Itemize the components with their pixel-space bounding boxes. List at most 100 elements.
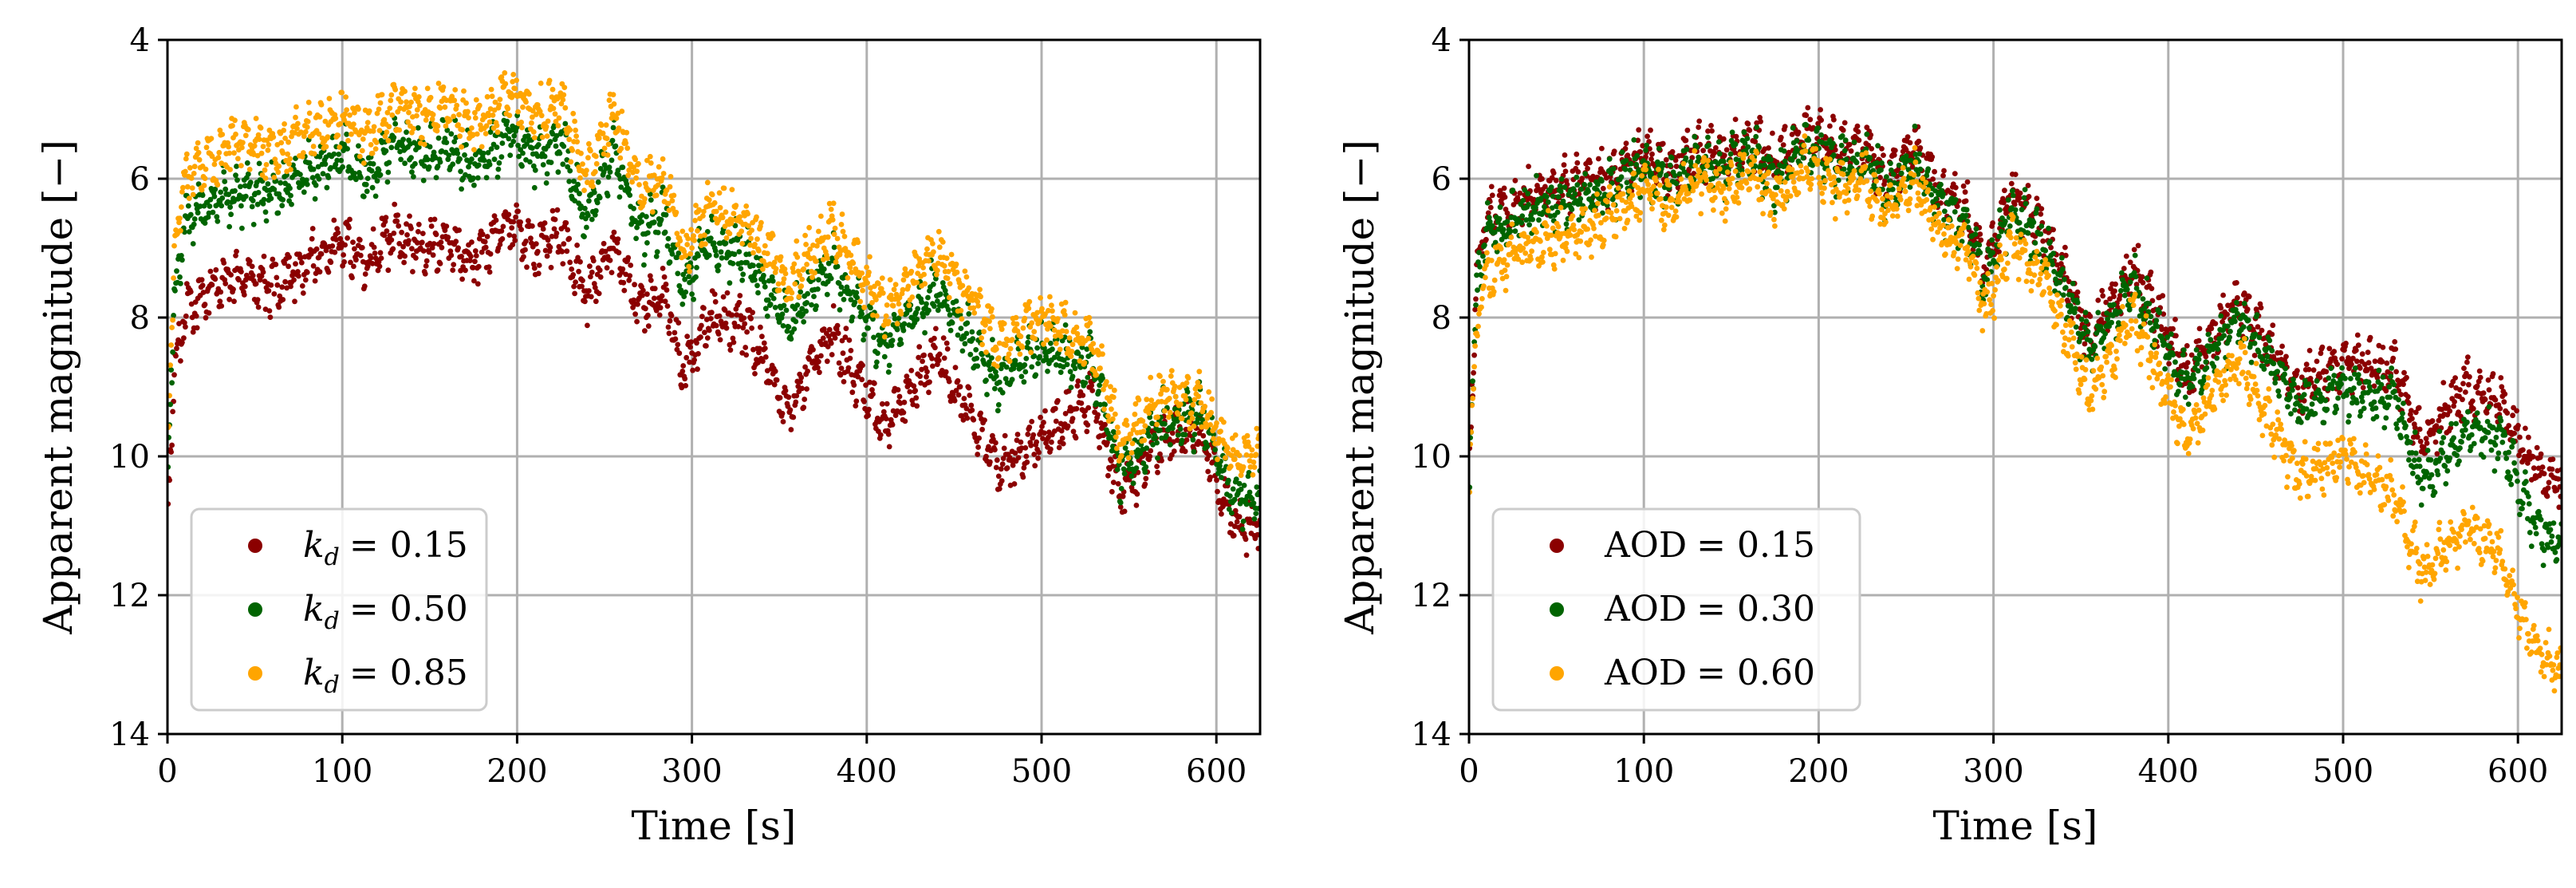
data-point — [293, 261, 298, 267]
data-point — [866, 406, 872, 412]
data-point — [396, 127, 403, 133]
data-point — [1238, 472, 1244, 479]
data-point — [656, 312, 663, 318]
data-point — [977, 330, 983, 335]
data-point — [922, 330, 928, 336]
data-point — [1209, 396, 1215, 402]
data-point — [631, 206, 636, 211]
data-point — [530, 145, 535, 152]
data-point — [1048, 323, 1054, 330]
data-point — [1110, 394, 1117, 401]
data-point — [1129, 440, 1136, 447]
data-point — [409, 169, 415, 176]
x-tick-label: 200 — [486, 753, 547, 790]
data-point — [839, 211, 845, 217]
data-point — [461, 88, 467, 94]
data-point — [1048, 340, 1054, 346]
data-point — [510, 72, 517, 77]
data-point — [556, 115, 562, 121]
data-point — [717, 337, 723, 343]
data-point — [618, 145, 624, 152]
data-point — [593, 160, 600, 167]
data-point — [483, 123, 490, 129]
data-point — [387, 105, 393, 112]
data-point — [386, 124, 392, 130]
data-point — [1067, 369, 1073, 375]
data-point — [356, 143, 361, 149]
data-point — [758, 324, 763, 330]
legend-value: = 0.15 — [349, 525, 468, 566]
data-point — [976, 435, 982, 441]
data-point — [1219, 475, 1224, 480]
data-point — [1089, 388, 1096, 393]
data-point — [316, 131, 322, 137]
data-point — [642, 328, 648, 334]
data-point — [171, 275, 177, 281]
data-point — [549, 234, 555, 239]
x-tick-label: 500 — [2313, 753, 2373, 790]
data-point — [1929, 154, 1936, 160]
data-point — [534, 153, 541, 160]
data-point — [1074, 383, 1081, 389]
data-point — [1169, 425, 1176, 432]
data-point — [402, 89, 408, 94]
data-point — [1673, 164, 1680, 169]
data-point — [1148, 448, 1154, 454]
y-tick-label: 12 — [109, 578, 150, 614]
data-point — [435, 164, 441, 169]
data-point — [947, 327, 954, 333]
data-point — [1789, 132, 1795, 137]
series-1-points — [167, 110, 1260, 532]
data-point — [254, 297, 261, 302]
data-point — [384, 179, 391, 185]
data-point — [723, 209, 729, 215]
data-point — [589, 269, 595, 275]
data-point — [481, 157, 487, 164]
data-point — [762, 284, 768, 290]
data-point — [739, 277, 746, 283]
data-point — [787, 407, 794, 413]
data-point — [1128, 473, 1135, 480]
data-point — [937, 291, 943, 298]
data-point — [392, 120, 399, 127]
data-point — [414, 112, 419, 119]
data-point — [360, 136, 366, 142]
data-point — [1705, 128, 1711, 134]
data-point — [413, 255, 419, 261]
data-point — [683, 354, 690, 361]
data-point — [236, 277, 242, 283]
data-point — [271, 187, 278, 192]
data-point — [841, 297, 847, 302]
data-point — [1099, 343, 1105, 349]
data-point — [497, 97, 503, 102]
data-point — [451, 97, 458, 104]
data-point — [428, 223, 435, 229]
data-point — [318, 101, 325, 108]
data-point — [353, 176, 359, 183]
data-point — [1102, 401, 1108, 408]
data-point — [510, 242, 516, 248]
data-point — [231, 199, 237, 204]
data-point — [971, 416, 977, 423]
data-point — [375, 267, 381, 274]
data-point — [920, 358, 925, 365]
data-point — [545, 118, 551, 124]
data-point — [1109, 488, 1115, 495]
data-point — [735, 324, 742, 330]
data-point — [1037, 353, 1042, 360]
data-point — [309, 175, 316, 181]
data-point — [676, 251, 682, 256]
data-point — [422, 270, 428, 277]
data-point — [825, 333, 832, 339]
data-point — [1732, 116, 1739, 123]
data-point — [1233, 476, 1239, 483]
data-point — [731, 211, 737, 216]
data-point — [754, 214, 759, 220]
data-point — [722, 307, 728, 313]
data-point — [772, 305, 778, 310]
data-point — [455, 122, 461, 128]
data-point — [1211, 436, 1216, 442]
data-point — [729, 187, 735, 193]
data-point — [1107, 398, 1113, 405]
data-point — [1048, 446, 1054, 452]
